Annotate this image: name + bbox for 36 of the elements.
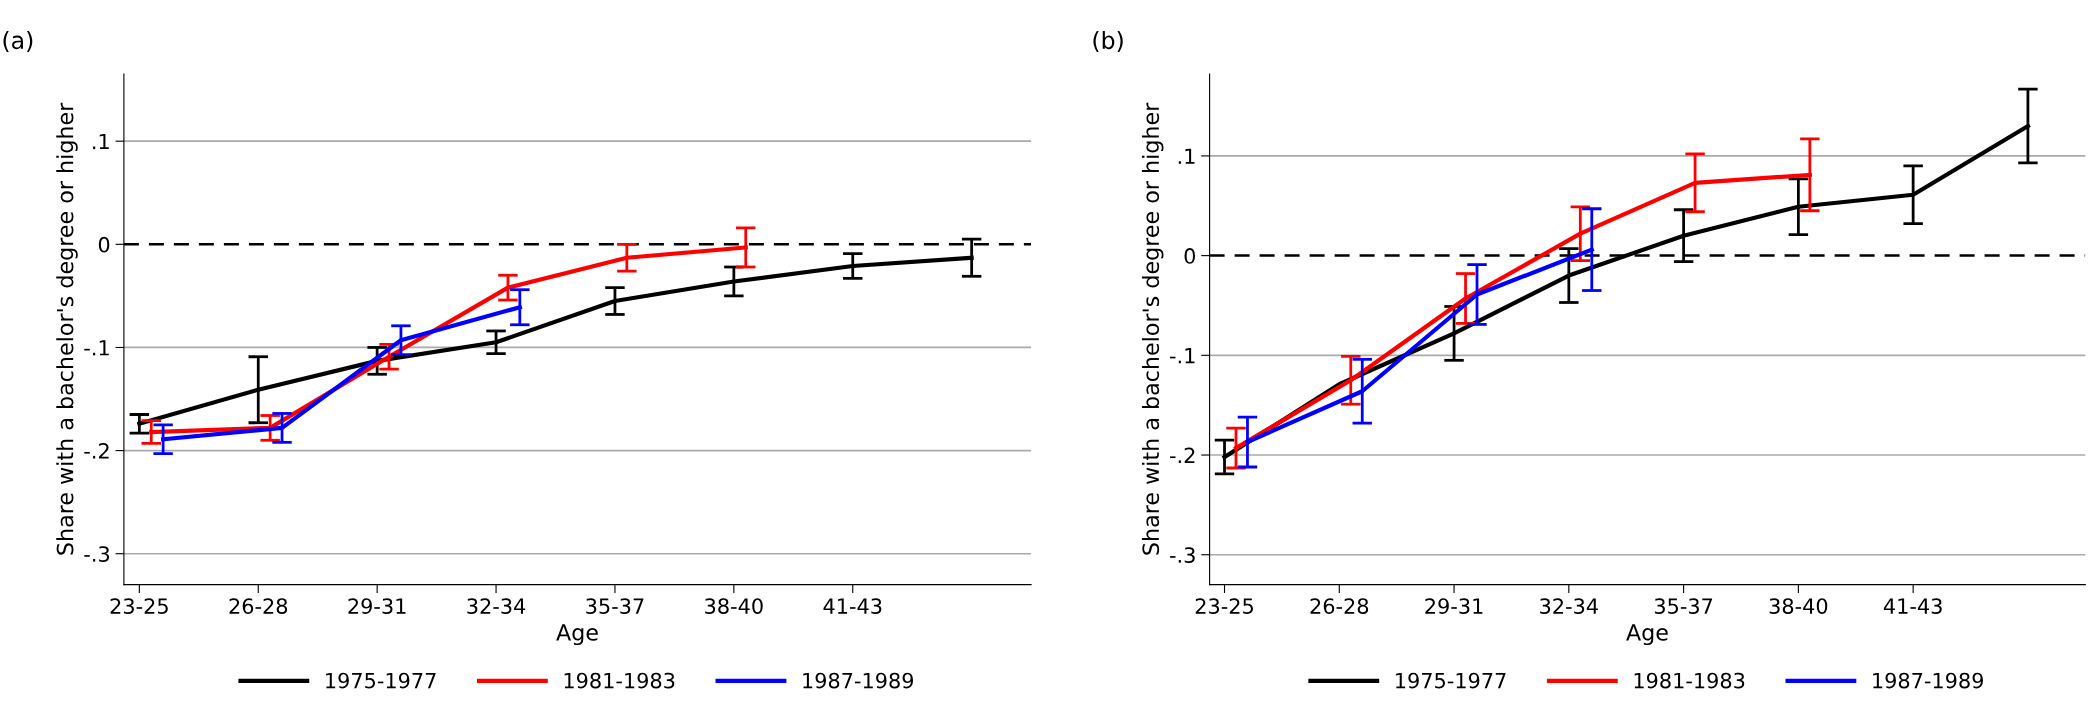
legend-label: 1981-1983 xyxy=(564,672,675,689)
legend-label: 1987-1989 xyxy=(1873,672,1983,689)
legend-label: 1981-1983 xyxy=(1634,672,1745,689)
legend-label: 1975-1977 xyxy=(326,672,436,689)
legend-label: 1975-1977 xyxy=(1396,672,1506,689)
legend-label: 1987-1989 xyxy=(803,672,914,689)
x-tick-label: 32-34 xyxy=(1540,598,1598,614)
y-tick-label: -.3 xyxy=(84,546,110,562)
y-tick-label: 0 xyxy=(98,236,110,253)
x-tick-label: 38-40 xyxy=(705,598,763,614)
y-tick-label: -.3 xyxy=(1170,547,1195,563)
chart-title: (b) xyxy=(1093,30,1123,52)
y-axis-title: Share with a bachelor's degree or higher xyxy=(56,102,78,555)
x-tick-label: 35-37 xyxy=(586,598,644,614)
y-tick-label: -.1 xyxy=(84,340,109,356)
y-axis-title: Share with a bachelor's degree or higher xyxy=(1141,102,1164,555)
x-tick-label: 29-31 xyxy=(348,598,406,614)
x-tick-label: 38-40 xyxy=(1769,598,1828,614)
x-axis-title: Age xyxy=(1626,624,1668,646)
x-tick-label: 23-25 xyxy=(1195,598,1253,614)
y-tick-label: -.1 xyxy=(1170,348,1195,364)
y-tick-label: -.2 xyxy=(1170,447,1195,463)
x-tick-label: 35-37 xyxy=(1654,598,1713,614)
x-tick-label: 29-31 xyxy=(1425,598,1483,614)
x-tick-label: 26-28 xyxy=(229,598,288,614)
x-axis-title: Age xyxy=(556,624,598,646)
y-tick-label: .1 xyxy=(1178,148,1195,164)
x-tick-label: 32-34 xyxy=(467,598,526,614)
y-tick-label: .1 xyxy=(93,133,109,150)
x-tick-label: 26-28 xyxy=(1310,598,1369,614)
x-tick-label: 23-25 xyxy=(110,598,168,614)
y-tick-label: 0 xyxy=(1184,248,1196,264)
x-tick-label: 41-43 xyxy=(1883,598,1942,614)
y-tick-label: -.2 xyxy=(84,443,109,459)
chart-title: (a) xyxy=(3,30,33,52)
x-tick-label: 41-43 xyxy=(823,598,882,614)
